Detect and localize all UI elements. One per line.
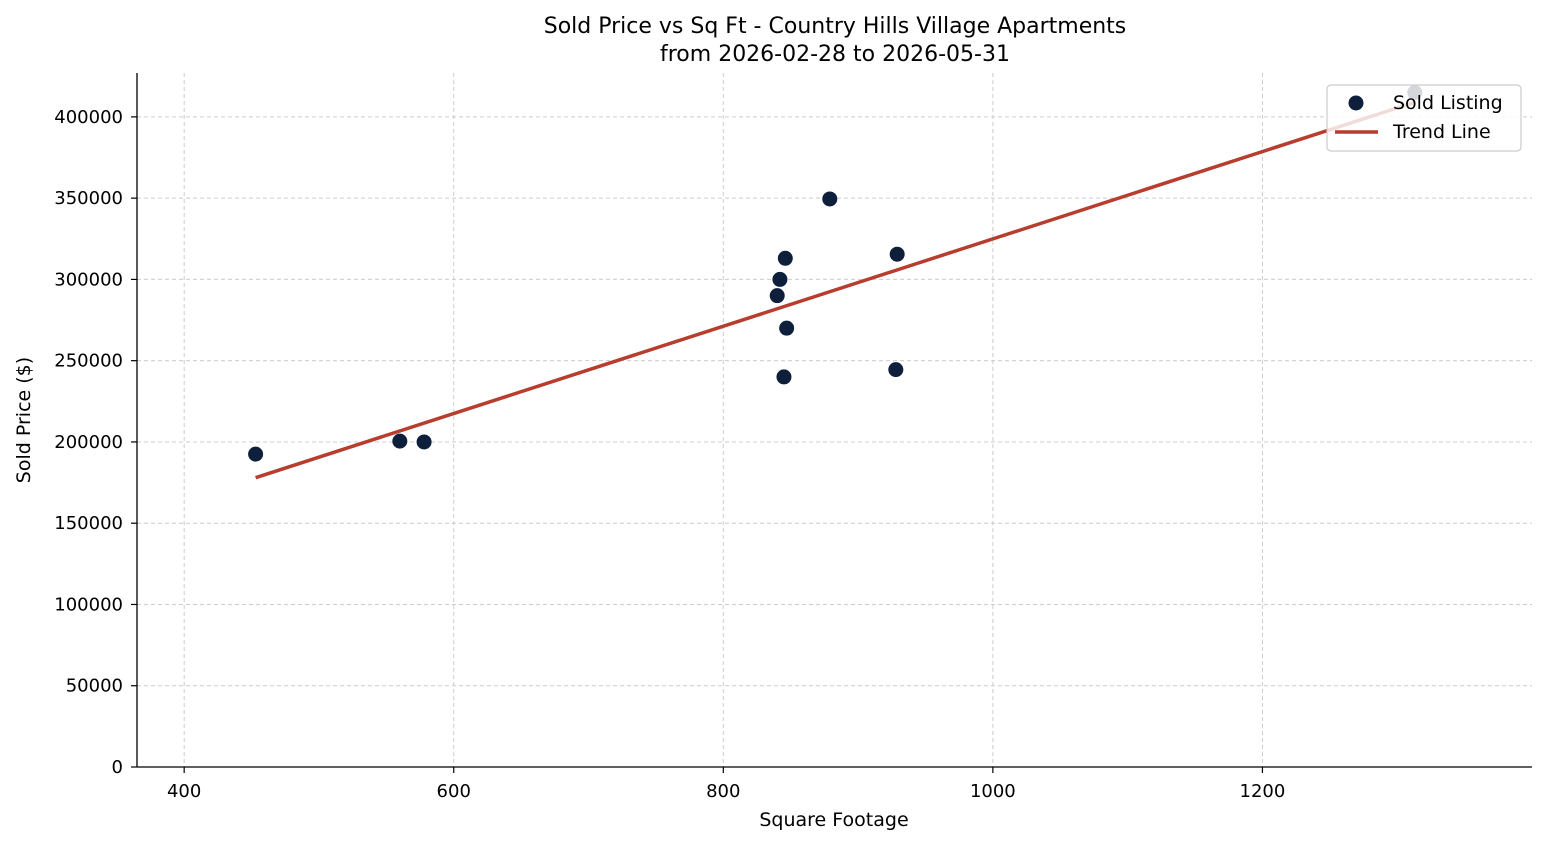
y-tick-label: 300000	[54, 269, 123, 290]
sold-listing-point	[888, 362, 904, 378]
sold-listing-point	[772, 271, 788, 287]
sold-listing-point	[769, 288, 785, 304]
y-tick-label: 0	[112, 757, 123, 778]
scatter-points	[248, 85, 1423, 462]
y-tick-label: 100000	[54, 594, 123, 615]
sold-listing-point	[779, 320, 795, 336]
trend-line-layer	[255, 100, 1416, 480]
x-tick-label: 600	[437, 781, 471, 802]
legend-label-trend-line: Trend Line	[1392, 121, 1491, 143]
sold-listing-point	[248, 446, 264, 462]
sold-listing-point	[889, 246, 905, 262]
sold-listing-point	[777, 250, 793, 266]
legend-label-sold-listing: Sold Listing	[1393, 92, 1503, 114]
x-tick-label: 800	[706, 781, 740, 802]
y-axis-label: Sold Price ($)	[13, 357, 35, 483]
y-tick-label: 400000	[54, 107, 123, 128]
y-tick-label: 200000	[54, 432, 123, 453]
y-tick-label: 350000	[54, 188, 123, 209]
chart-subtitle: from 2026-02-28 to 2026-05-31	[660, 42, 1010, 67]
y-tick-label: 150000	[54, 513, 123, 534]
sold-listing-point	[776, 369, 792, 385]
chart-title: Sold Price vs Sq Ft - Country Hills Vill…	[544, 14, 1127, 39]
sold-listing-point	[392, 433, 408, 449]
trend-line	[255, 100, 1416, 480]
sold-listing-point	[822, 191, 838, 207]
legend-marker-sold-listing	[1348, 95, 1364, 111]
y-tick-label: 50000	[66, 676, 123, 697]
x-tick-label: 1000	[970, 781, 1016, 802]
y-tick-label: 250000	[54, 351, 123, 372]
x-axis-ticks: 400 600 800 1000 1200	[167, 767, 1285, 802]
y-axis-ticks: 0 50000 100000 150000 200000 250000 300000 3500…	[54, 107, 137, 778]
grid	[137, 73, 1532, 768]
x-axis-label: Square Footage	[759, 809, 908, 831]
legend-box	[1326, 84, 1522, 152]
x-tick-label: 400	[167, 781, 201, 802]
legend: Sold Listing Trend Line	[1326, 84, 1522, 152]
x-tick-label: 1200	[1240, 781, 1286, 802]
sold-listing-point	[416, 434, 432, 450]
